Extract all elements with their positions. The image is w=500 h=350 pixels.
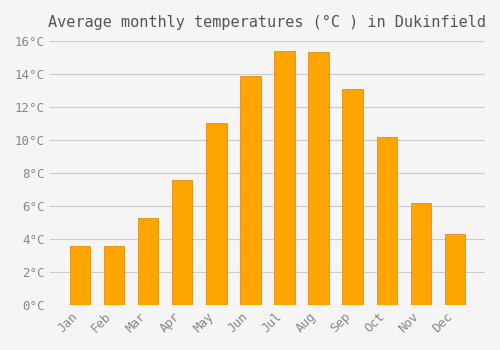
Bar	[138, 218, 158, 305]
Bar	[104, 246, 124, 305]
Bar	[172, 180, 193, 305]
Bar	[240, 76, 260, 305]
Title: Average monthly temperatures (°C ) in Dukinfield: Average monthly temperatures (°C ) in Du…	[48, 15, 486, 30]
Bar	[308, 52, 329, 305]
Bar	[410, 203, 431, 305]
Bar	[274, 51, 294, 305]
Bar	[445, 234, 465, 305]
Bar	[70, 246, 90, 305]
Bar	[342, 89, 363, 305]
Bar	[206, 124, 227, 305]
Bar	[376, 136, 397, 305]
